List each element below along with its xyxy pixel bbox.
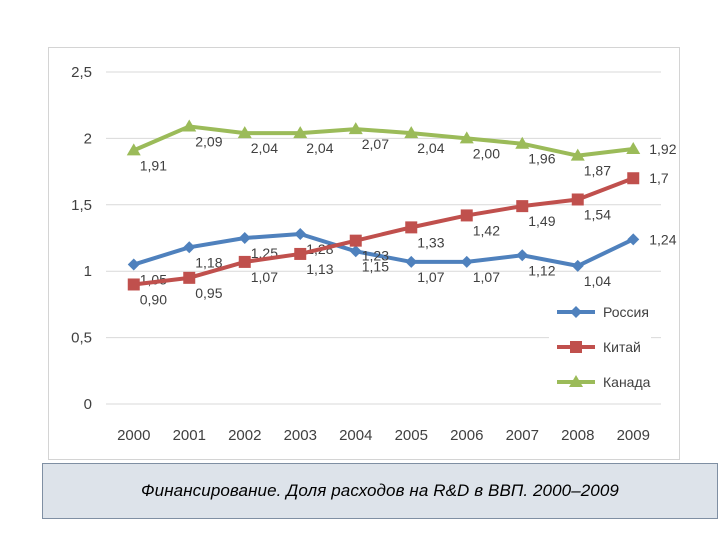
x-tick-label: 2009 [617, 427, 650, 444]
data-label: 1,91 [140, 157, 167, 173]
data-label: 1,24 [649, 231, 676, 247]
data-point [405, 255, 418, 268]
x-tick-label: 2006 [450, 427, 483, 444]
x-tick-label: 2007 [506, 427, 539, 444]
data-label: 1,7 [649, 170, 669, 186]
data-label: 2,04 [251, 140, 278, 156]
data-point [294, 228, 307, 241]
chart-frame: 0 0,5 1 1,5 2 2,5 2000 2001 2002 2003 2004 2005 2006… [48, 47, 680, 460]
data-point [571, 193, 584, 206]
data-point [294, 247, 307, 260]
data-label: 2,09 [195, 133, 222, 149]
data-point [183, 241, 196, 254]
data-point [237, 126, 252, 139]
data-point [516, 249, 529, 262]
data-point [570, 306, 582, 318]
y-tick-label: 2 [84, 130, 92, 147]
data-point [460, 209, 473, 222]
x-tick-label: 2005 [395, 427, 428, 444]
data-label: 1,23 [362, 248, 389, 264]
data-point [349, 234, 362, 247]
x-tick-label: 2004 [339, 427, 372, 444]
data-label: 2,04 [306, 140, 333, 156]
data-label: 1,42 [473, 222, 500, 238]
data-point [127, 278, 140, 291]
data-point [459, 131, 474, 144]
data-point [348, 122, 363, 135]
data-label: 1,07 [251, 269, 278, 285]
data-point [405, 221, 418, 234]
data-point [626, 142, 641, 155]
data-point [127, 258, 140, 271]
data-point [515, 136, 530, 149]
caption-box: Финансирование. Доля расходов на R&D в В… [42, 463, 718, 519]
data-label: 2,00 [473, 145, 500, 161]
data-label: 1,92 [649, 141, 676, 157]
data-point [293, 126, 308, 139]
legend-label: Россия [603, 304, 649, 320]
y-tick-label: 1,5 [71, 197, 92, 214]
data-label: 1,15 [362, 258, 389, 274]
data-point [238, 232, 251, 244]
data-label: 2,04 [417, 140, 444, 156]
data-label: 1,87 [584, 163, 611, 179]
data-point [349, 245, 362, 258]
data-point [570, 148, 585, 161]
data-label: 1,13 [306, 261, 333, 277]
data-point [569, 375, 583, 387]
data-label: 1,07 [473, 269, 500, 285]
data-label: 1,33 [417, 234, 444, 250]
data-label: 0,95 [195, 285, 222, 301]
data-label: 1,07 [417, 269, 444, 285]
line-chart: 0 0,5 1 1,5 2 2,5 2000 2001 2002 2003 2004 2005 2006… [71, 64, 677, 444]
data-point [182, 119, 197, 132]
x-tick-label: 2003 [284, 427, 317, 444]
x-tick-label: 2001 [173, 427, 206, 444]
data-label: 1,18 [195, 254, 222, 270]
legend-box [549, 292, 651, 395]
data-point [460, 255, 473, 268]
data-label: 0,90 [140, 291, 167, 307]
data-point [571, 259, 584, 272]
data-point [126, 143, 141, 156]
data-label: 1,49 [528, 213, 555, 229]
data-point [627, 172, 640, 185]
x-tick-label: 2002 [228, 427, 261, 444]
series-line [133, 176, 634, 287]
data-point [238, 255, 251, 268]
data-label: 1,12 [528, 262, 555, 278]
y-tick-label: 0 [84, 396, 92, 413]
data-label: 1,04 [584, 273, 611, 289]
data-label: 2,07 [362, 136, 389, 152]
data-point [404, 126, 419, 139]
y-tick-label: 1 [84, 263, 92, 280]
legend-label: Китай [603, 339, 641, 355]
data-point [516, 200, 529, 213]
chart-caption: Финансирование. Доля расходов на R&D в В… [141, 481, 619, 500]
y-tick-label: 0,5 [71, 330, 92, 347]
legend-label: Канада [603, 374, 651, 390]
series-line [133, 232, 635, 268]
data-point [570, 341, 582, 353]
y-tick-label: 2,5 [71, 64, 92, 81]
data-label: 1,96 [528, 151, 555, 167]
series-line [132, 124, 634, 158]
data-point [627, 233, 640, 246]
data-label: 1,54 [584, 206, 611, 222]
x-tick-label: 2000 [117, 427, 150, 444]
data-point [183, 271, 196, 284]
x-tick-label: 2008 [561, 427, 594, 444]
